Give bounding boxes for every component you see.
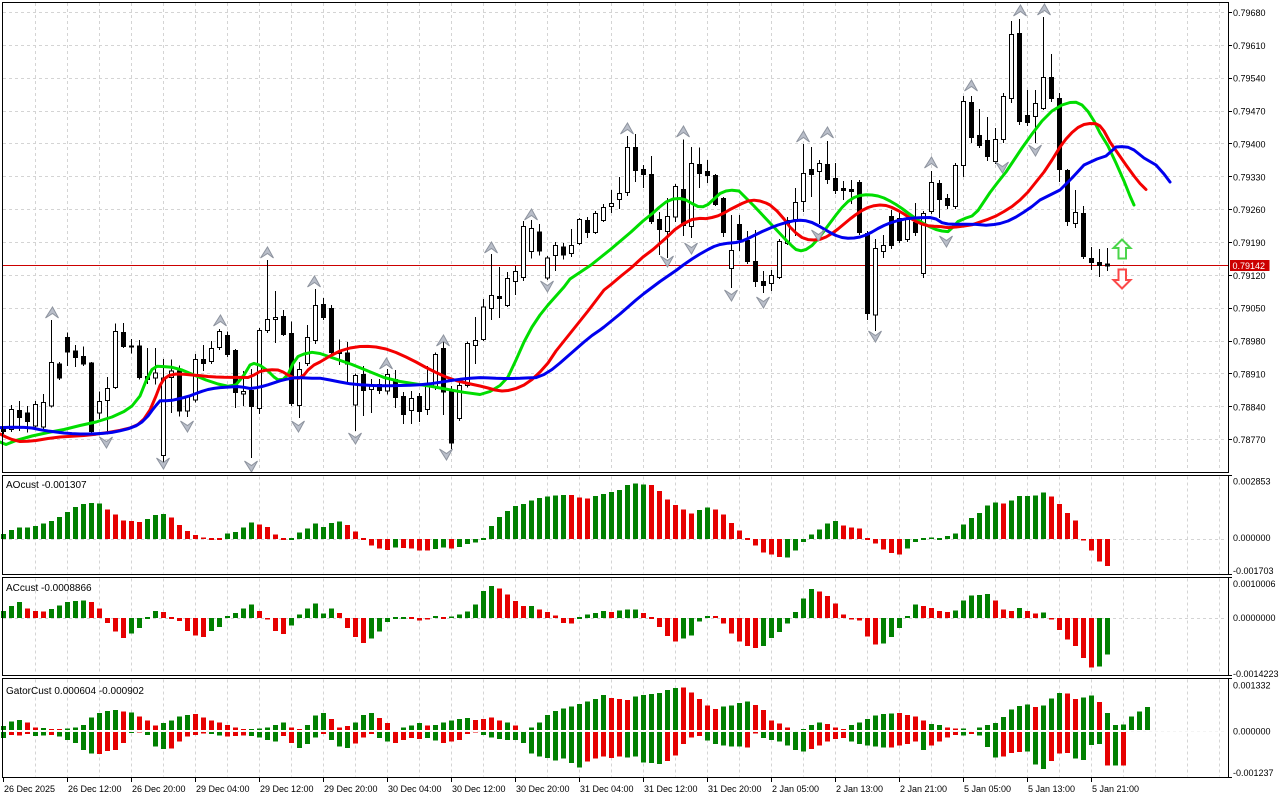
svg-text:29 Dec 20:00: 29 Dec 20:00: [324, 784, 378, 794]
svg-text:-0.001237: -0.001237: [1233, 768, 1274, 778]
svg-text:0.79142: 0.79142: [1233, 261, 1266, 271]
svg-text:29 Dec 12:00: 29 Dec 12:00: [260, 784, 314, 794]
svg-text:-0.001703: -0.001703: [1233, 566, 1274, 576]
svg-text:0.79120: 0.79120: [1233, 271, 1266, 281]
svg-text:5 Jan 05:00: 5 Jan 05:00: [964, 784, 1011, 794]
svg-text:2 Jan 05:00: 2 Jan 05:00: [772, 784, 819, 794]
svg-text:31 Dec 20:00: 31 Dec 20:00: [708, 784, 762, 794]
svg-text:26 Dec 12:00: 26 Dec 12:00: [68, 784, 122, 794]
svg-text:0.79610: 0.79610: [1233, 41, 1266, 51]
svg-text:2 Jan 21:00: 2 Jan 21:00: [900, 784, 947, 794]
svg-text:0.000000: 0.000000: [1233, 533, 1271, 543]
svg-text:0.002853: 0.002853: [1233, 477, 1271, 487]
svg-text:AOcust -0.001307: AOcust -0.001307: [6, 480, 87, 491]
svg-text:0.78910: 0.78910: [1233, 369, 1266, 379]
svg-text:29 Dec 04:00: 29 Dec 04:00: [196, 784, 250, 794]
svg-text:0.79400: 0.79400: [1233, 139, 1266, 149]
svg-text:0.79680: 0.79680: [1233, 8, 1266, 18]
svg-text:26 Dec 20:00: 26 Dec 20:00: [132, 784, 186, 794]
svg-text:0.0010006: 0.0010006: [1233, 579, 1276, 589]
svg-text:0.79260: 0.79260: [1233, 205, 1266, 215]
svg-text:ACcust -0.0008866: ACcust -0.0008866: [6, 583, 92, 594]
svg-text:0.79190: 0.79190: [1233, 238, 1266, 248]
svg-text:2 Jan 13:00: 2 Jan 13:00: [836, 784, 883, 794]
svg-text:0.79470: 0.79470: [1233, 107, 1266, 117]
svg-text:0.79540: 0.79540: [1233, 74, 1266, 84]
svg-text:0.0000000: 0.0000000: [1233, 613, 1276, 623]
svg-text:0.79330: 0.79330: [1233, 172, 1266, 182]
svg-text:-0.0014223: -0.0014223: [1233, 669, 1279, 679]
svg-text:5 Jan 13:00: 5 Jan 13:00: [1028, 784, 1075, 794]
svg-text:0.78840: 0.78840: [1233, 402, 1266, 412]
svg-text:26 Dec 2025: 26 Dec 2025: [4, 784, 55, 794]
svg-text:30 Dec 20:00: 30 Dec 20:00: [516, 784, 570, 794]
svg-text:30 Dec 12:00: 30 Dec 12:00: [452, 784, 506, 794]
svg-text:30 Dec 04:00: 30 Dec 04:00: [388, 784, 442, 794]
svg-text:31 Dec 04:00: 31 Dec 04:00: [580, 784, 634, 794]
svg-text:0.001332: 0.001332: [1233, 681, 1271, 691]
svg-text:GatorCust 0.000604 -0.000902: GatorCust 0.000604 -0.000902: [6, 686, 144, 697]
svg-text:0.78980: 0.78980: [1233, 337, 1266, 347]
svg-text:0.79050: 0.79050: [1233, 304, 1266, 314]
svg-text:0.000000: 0.000000: [1233, 727, 1271, 737]
svg-text:5 Jan 21:00: 5 Jan 21:00: [1092, 784, 1139, 794]
svg-text:0.78770: 0.78770: [1233, 435, 1266, 445]
svg-text:31 Dec 12:00: 31 Dec 12:00: [644, 784, 698, 794]
